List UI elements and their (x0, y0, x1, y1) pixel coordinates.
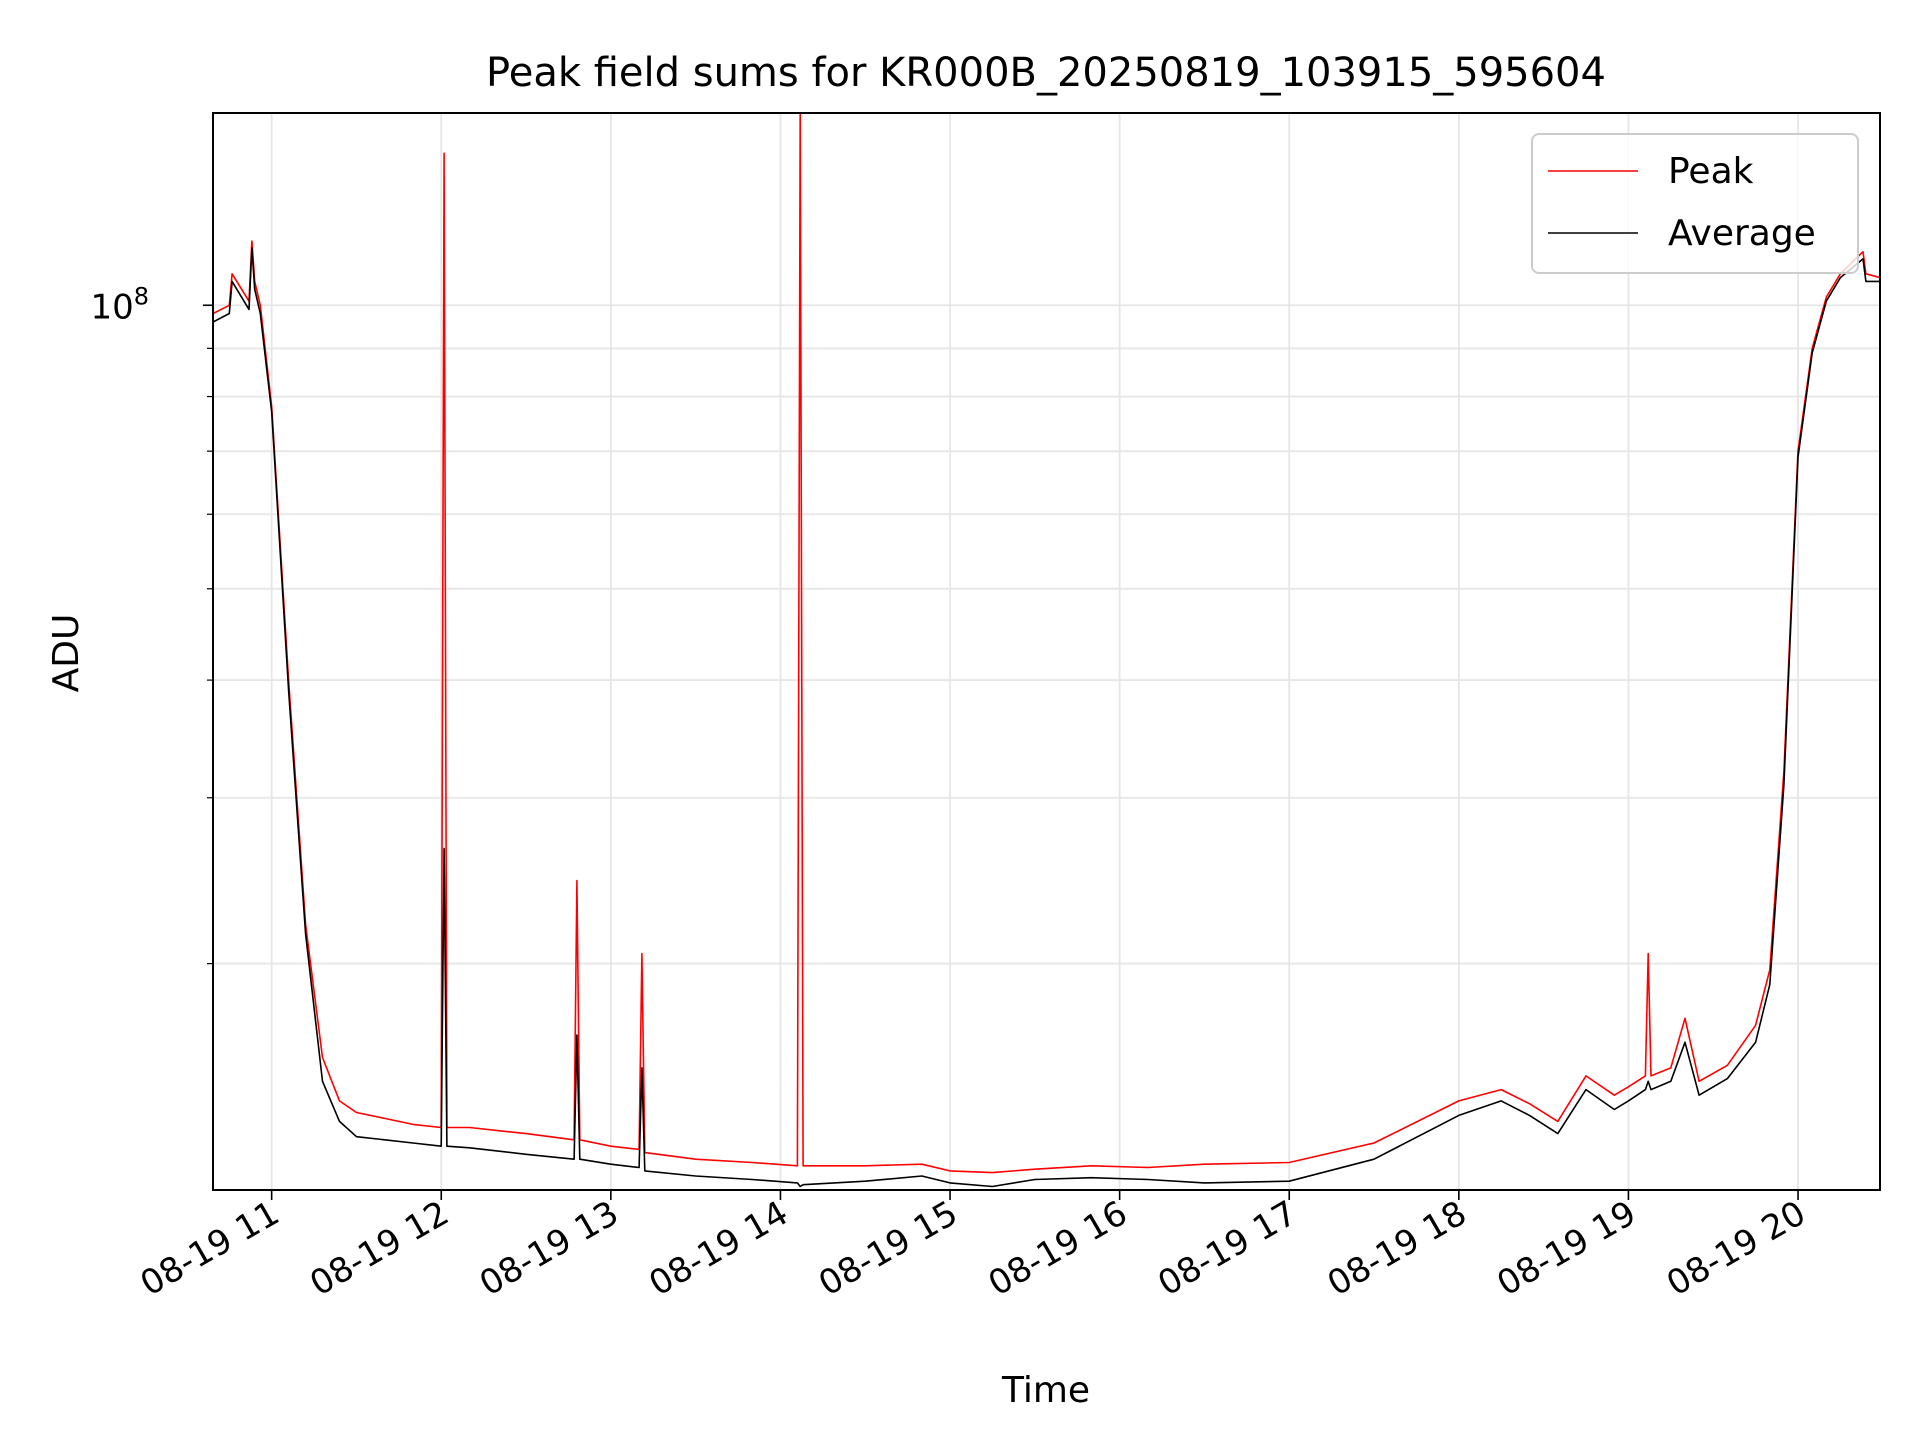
x-axis-label: Time (1001, 1370, 1090, 1411)
legend-label-peak: Peak (1668, 151, 1754, 192)
grid (213, 113, 1880, 1190)
y-axis-label: ADU (46, 614, 87, 693)
plot-frame (212, 112, 1881, 1191)
series-line-peak (213, 113, 1880, 1174)
legend-label-average: Average (1668, 213, 1816, 254)
chart-title: Peak field sums for KR000B_20250819_1039… (486, 50, 1606, 96)
legend: Peak Average (1531, 133, 1859, 274)
y-tick-label-base: 10 (90, 287, 133, 327)
legend-box (1531, 133, 1859, 274)
series-layer (213, 113, 1880, 1188)
y-tick-label-exponent: 8 (134, 282, 149, 310)
series-line-average (213, 247, 1880, 1188)
y-tick-label: 108 (90, 282, 149, 327)
